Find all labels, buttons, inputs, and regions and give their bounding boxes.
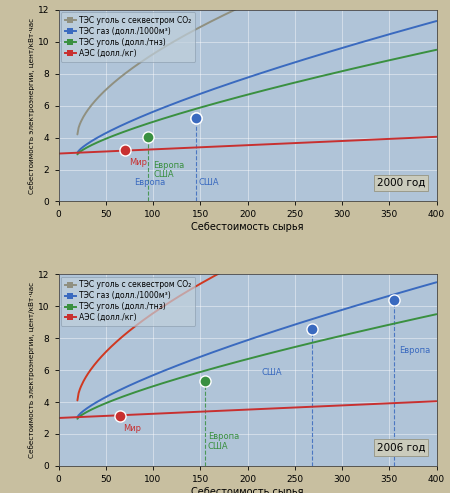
Text: 2006 год: 2006 год xyxy=(377,443,425,453)
Text: Европа
США: Европа США xyxy=(153,161,184,179)
Text: Мир: Мир xyxy=(130,158,148,167)
Legend: ТЭС уголь с секвестром CO₂, ТЭС газ (долл./1000м³), ТЭС уголь (долл./тнз), АЭС (: ТЭС уголь с секвестром CO₂, ТЭС газ (дол… xyxy=(61,277,195,326)
Text: 2000 год: 2000 год xyxy=(377,178,425,188)
Text: США: США xyxy=(262,368,282,378)
Text: Европа: Европа xyxy=(399,346,430,355)
Legend: ТЭС уголь с секвестром CO₂, ТЭС газ (долл./1000м³), ТЭС уголь (долл./тнз), АЭС (: ТЭС уголь с секвестром CO₂, ТЭС газ (дол… xyxy=(61,12,195,62)
Text: Мир: Мир xyxy=(123,424,141,433)
Y-axis label: Себестоимость электроэнергии, цент/кВт·час: Себестоимость электроэнергии, цент/кВт·ч… xyxy=(28,282,35,458)
Text: Европа: Европа xyxy=(134,178,165,187)
Y-axis label: Себестоимость электроэнергии, цент/кВт·час: Себестоимость электроэнергии, цент/кВт·ч… xyxy=(28,18,35,194)
X-axis label: Себестоимость сырья: Себестоимость сырья xyxy=(191,487,304,493)
Text: США: США xyxy=(198,178,219,187)
Text: Европа
США: Европа США xyxy=(208,432,239,451)
X-axis label: Себестоимость сырья: Себестоимость сырья xyxy=(191,222,304,232)
